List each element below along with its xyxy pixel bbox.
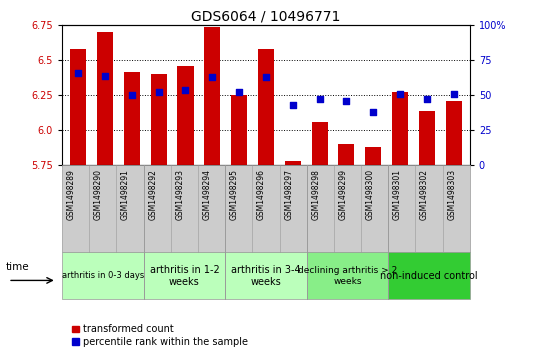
Text: GSM1498290: GSM1498290 [94, 169, 103, 220]
Text: GSM1498295: GSM1498295 [230, 169, 239, 220]
Point [423, 97, 431, 102]
Text: GSM1498297: GSM1498297 [284, 169, 293, 220]
Bar [204, 27, 220, 165]
Text: GSM1498293: GSM1498293 [176, 169, 185, 220]
Text: GSM1498300: GSM1498300 [366, 169, 375, 220]
Bar [365, 147, 381, 165]
Text: GSM1498291: GSM1498291 [121, 169, 130, 220]
Bar [70, 49, 86, 165]
Point [74, 70, 83, 76]
Point [261, 74, 270, 80]
Point [315, 97, 324, 102]
Bar [97, 32, 113, 165]
Bar [312, 122, 328, 165]
Point [449, 91, 458, 97]
Bar [285, 161, 301, 165]
Point [369, 109, 377, 115]
Text: GSM1498301: GSM1498301 [393, 169, 402, 220]
Text: declining arthritis > 2
weeks: declining arthritis > 2 weeks [298, 266, 397, 286]
Point [100, 73, 109, 79]
Text: GSM1498292: GSM1498292 [148, 169, 157, 220]
Text: GDS6064 / 10496771: GDS6064 / 10496771 [191, 9, 341, 23]
Text: arthritis in 3-4
weeks: arthritis in 3-4 weeks [231, 265, 301, 287]
Bar [446, 101, 462, 165]
Bar [124, 72, 140, 165]
Text: GSM1498294: GSM1498294 [202, 169, 212, 220]
Text: GSM1498289: GSM1498289 [67, 169, 76, 220]
Point [181, 87, 190, 93]
Text: GSM1498298: GSM1498298 [311, 169, 320, 220]
Text: GSM1498302: GSM1498302 [420, 169, 429, 220]
Bar [258, 49, 274, 165]
Point [154, 90, 163, 95]
Text: arthritis in 0-3 days: arthritis in 0-3 days [62, 272, 144, 280]
Text: time: time [5, 262, 29, 272]
Point [288, 102, 297, 108]
Bar [151, 74, 167, 165]
Point [235, 90, 244, 95]
Bar [392, 93, 408, 165]
Bar [231, 95, 247, 165]
Text: GSM1498296: GSM1498296 [257, 169, 266, 220]
Text: arthritis in 1-2
weeks: arthritis in 1-2 weeks [150, 265, 219, 287]
Point [396, 91, 404, 97]
Point [208, 74, 217, 80]
Text: GSM1498299: GSM1498299 [339, 169, 348, 220]
Bar [339, 144, 354, 165]
Point [342, 98, 351, 104]
Legend: transformed count, percentile rank within the sample: transformed count, percentile rank withi… [72, 324, 248, 347]
Text: GSM1498303: GSM1498303 [447, 169, 456, 220]
Bar [178, 66, 193, 165]
Text: non-induced control: non-induced control [380, 271, 478, 281]
Bar [419, 111, 435, 165]
Point [127, 92, 136, 98]
